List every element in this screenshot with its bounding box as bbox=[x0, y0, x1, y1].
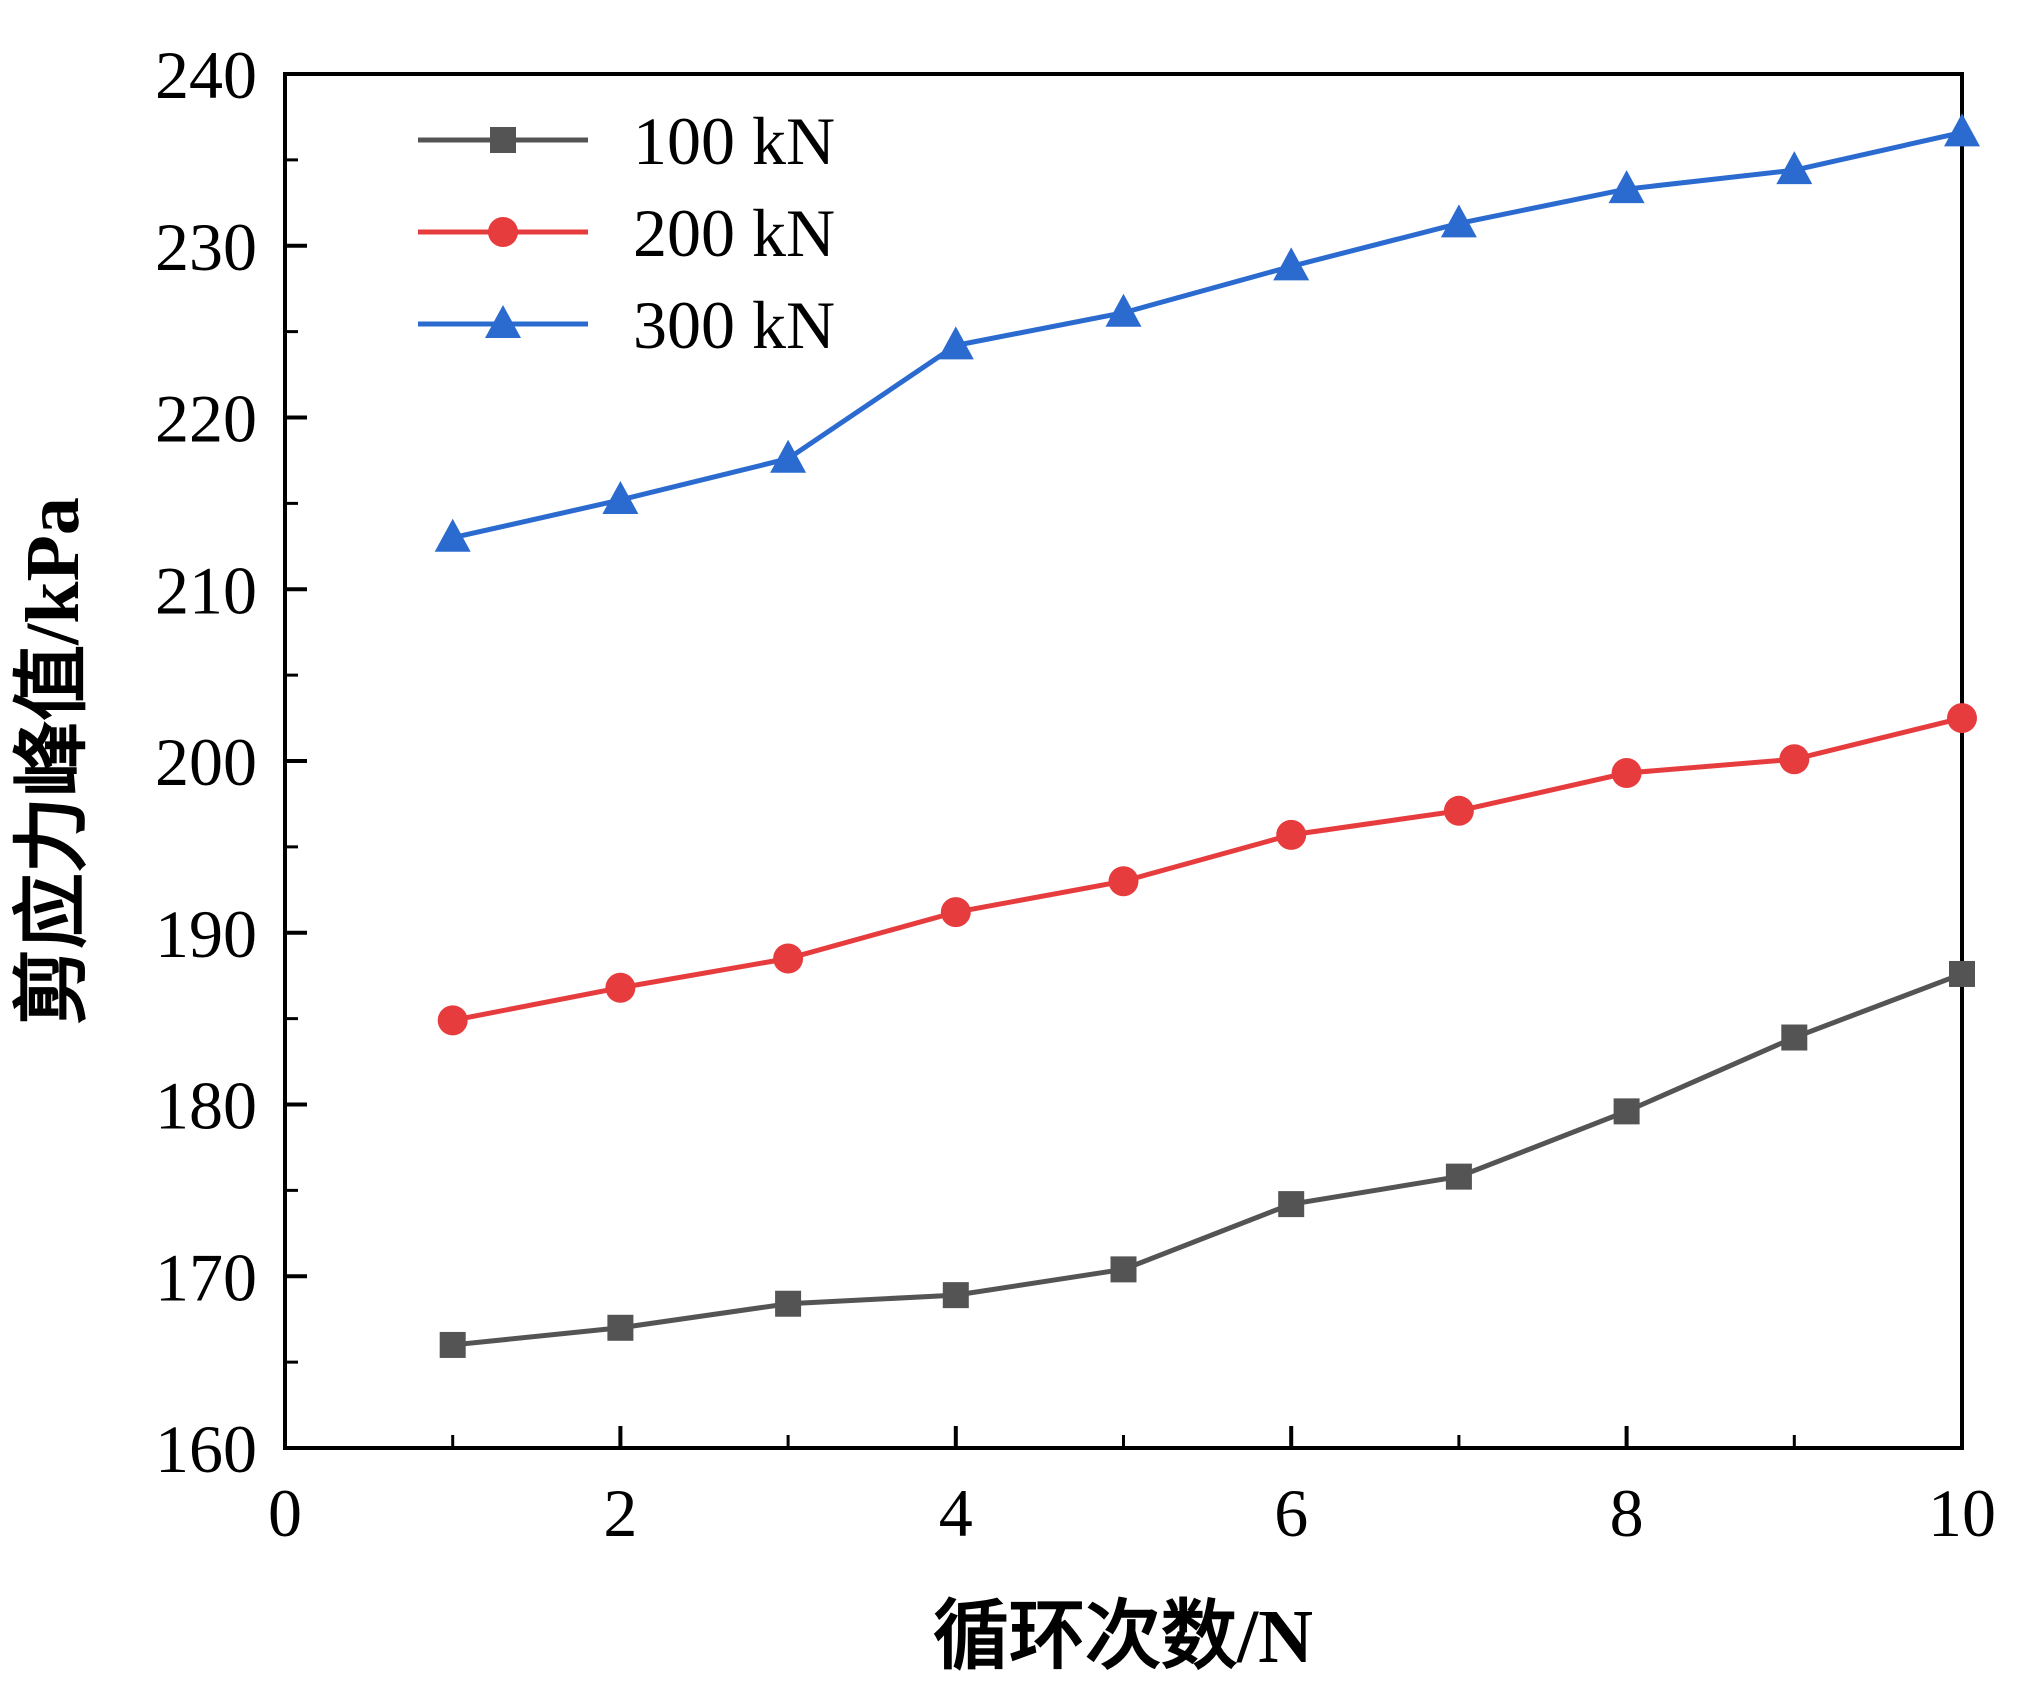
plot-frame bbox=[283, 72, 1964, 1450]
triangle-marker bbox=[434, 518, 471, 552]
x-axis-label: 循环次数/N bbox=[933, 1595, 1313, 1679]
legend: 100 kN 200 kN 300 kN bbox=[418, 103, 835, 363]
y-tick-label: 220 bbox=[155, 381, 257, 457]
circle-marker bbox=[1947, 703, 1977, 734]
square-marker bbox=[1949, 960, 1975, 987]
square-marker bbox=[607, 1314, 634, 1341]
legend-item-100-kn: 100 kN bbox=[418, 103, 835, 179]
square-marker bbox=[439, 1331, 466, 1358]
series-100-kn bbox=[439, 960, 1975, 1358]
triangle-marker bbox=[602, 480, 639, 514]
square-marker bbox=[1278, 1191, 1305, 1218]
triangle-marker bbox=[485, 305, 521, 338]
x-tick-label: 2 bbox=[603, 1475, 637, 1551]
square-marker bbox=[1110, 1256, 1137, 1283]
circle-marker bbox=[437, 1005, 468, 1036]
circle-marker bbox=[488, 217, 518, 247]
x-tick-label: 10 bbox=[1928, 1475, 1996, 1551]
y-tick-label: 180 bbox=[155, 1068, 257, 1144]
circle-marker bbox=[1611, 758, 1642, 789]
series-line bbox=[452, 129, 1963, 541]
x-tick-label: 6 bbox=[1274, 1475, 1308, 1551]
y-axis-label: 剪应力峰值/kPa bbox=[11, 497, 95, 1025]
y-tick-label: 170 bbox=[155, 1239, 257, 1315]
y-tick-label: 240 bbox=[155, 37, 257, 113]
triangle-marker bbox=[1608, 170, 1645, 204]
triangle-marker bbox=[1105, 293, 1142, 327]
series-300-kn bbox=[434, 113, 1980, 552]
legend-item-300-kn: 300 kN bbox=[418, 287, 835, 363]
triangle-marker bbox=[937, 326, 974, 360]
triangle-marker bbox=[1944, 113, 1980, 147]
legend-label: 200 kN bbox=[633, 195, 835, 271]
circle-marker bbox=[1779, 744, 1810, 775]
y-tick-label: 190 bbox=[155, 896, 257, 972]
circle-marker bbox=[773, 943, 804, 974]
plot-area: 0 2 4 6 8 10 160 170 180 190 200 210 220 230 240 100 kN… bbox=[155, 37, 1996, 1551]
triangle-marker bbox=[1273, 247, 1310, 281]
square-marker bbox=[1613, 1098, 1640, 1125]
legend-label: 100 kN bbox=[633, 103, 835, 179]
square-marker bbox=[775, 1290, 802, 1317]
square-marker bbox=[942, 1282, 969, 1309]
series-line bbox=[452, 971, 1963, 1348]
circle-marker bbox=[1443, 795, 1474, 826]
circle-marker bbox=[605, 972, 636, 1003]
series-line bbox=[452, 715, 1963, 1023]
y-tick-label: 230 bbox=[155, 209, 257, 285]
legend-item-200-kn: 200 kN bbox=[418, 195, 835, 271]
y-tick-label: 160 bbox=[155, 1411, 257, 1487]
x-tick-label: 8 bbox=[1610, 1475, 1644, 1551]
square-marker bbox=[490, 127, 516, 153]
triangle-marker bbox=[1776, 151, 1813, 185]
triangle-marker bbox=[1440, 204, 1477, 238]
circle-marker bbox=[940, 897, 971, 928]
circle-marker bbox=[1276, 819, 1307, 850]
y-tick-label: 200 bbox=[155, 724, 257, 800]
series-200-kn bbox=[437, 703, 1977, 1036]
triangle-marker bbox=[770, 439, 807, 473]
square-marker bbox=[1445, 1163, 1472, 1190]
square-marker bbox=[1781, 1024, 1808, 1051]
x-tick-label: 0 bbox=[268, 1475, 302, 1551]
legend-label: 300 kN bbox=[633, 287, 835, 363]
circle-marker bbox=[1108, 866, 1139, 897]
x-tick-label: 4 bbox=[939, 1475, 973, 1551]
y-tick-label: 210 bbox=[155, 552, 257, 628]
